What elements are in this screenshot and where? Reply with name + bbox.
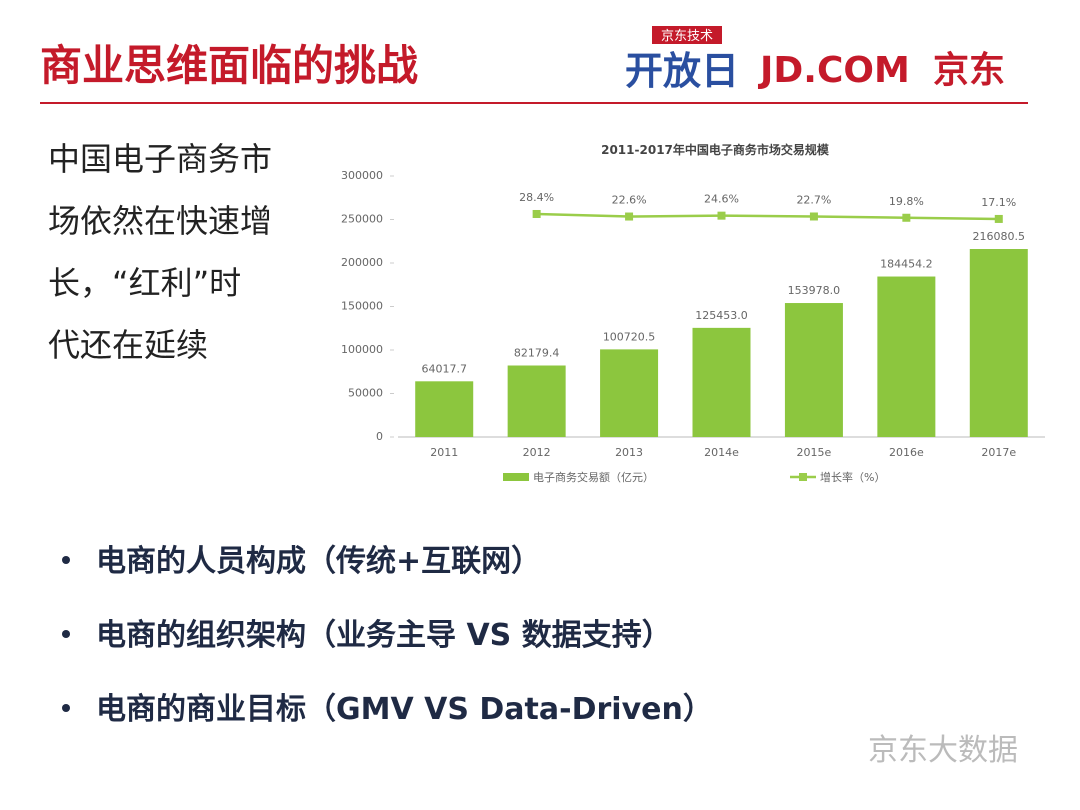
line-marker <box>625 212 634 221</box>
line-marker <box>717 211 726 220</box>
legend-label: 增长率（%） <box>820 470 885 484</box>
bullet-text: 电商的人员构成（传统+互联网） <box>96 544 541 579</box>
logo-event: 开放日 <box>625 49 739 93</box>
logo-brand: JD.COM <box>757 50 910 91</box>
side-line: 场依然在快速增 <box>48 202 272 240</box>
x-tick-label: 2013 <box>615 446 643 459</box>
bullet-dot <box>62 630 70 638</box>
x-tick-label: 2012 <box>523 446 551 459</box>
line <box>536 212 999 221</box>
y-tick-label: 50000 <box>348 387 383 400</box>
bullet-text: 电商的组织架构（业务主导 VS 数据支持） <box>96 618 672 653</box>
bar-label: 216080.5 <box>973 230 1026 243</box>
line-marker <box>532 209 541 218</box>
bar <box>507 365 566 437</box>
legend-marker <box>799 473 807 481</box>
y-tick-label: 150000 <box>341 300 383 313</box>
line-marker <box>994 214 1003 223</box>
bar <box>784 303 843 437</box>
x-tick-label: 2017e <box>981 446 1016 459</box>
bar <box>415 381 474 437</box>
title-rule <box>40 102 1028 104</box>
slide-title: 商业思维面临的挑战 <box>40 41 418 90</box>
bar <box>877 276 936 437</box>
bullet-dot <box>62 704 70 712</box>
bar-label: 125453.0 <box>695 309 748 322</box>
bar-label: 64017.7 <box>421 362 467 375</box>
y-tick-label: 300000 <box>341 169 383 182</box>
line-marker <box>902 213 911 222</box>
bar <box>969 249 1028 437</box>
bar-label: 184454.2 <box>880 258 933 271</box>
line-label: 28.4% <box>519 191 554 204</box>
bar <box>692 327 751 437</box>
side-line: 长，“红利”时 <box>48 264 241 302</box>
logo-brand-cn: 京东 <box>933 49 1005 91</box>
logo-badge-bg <box>652 26 722 44</box>
bar-label: 153978.0 <box>788 284 841 297</box>
line-marker <box>809 212 818 221</box>
bar-label: 100720.5 <box>603 330 656 343</box>
bullet-dot <box>62 556 70 564</box>
y-tick-label: 250000 <box>341 213 383 226</box>
bar-label: 82179.4 <box>514 347 560 360</box>
y-tick-label: 0 <box>376 430 383 443</box>
side-line: 中国电子商务市 <box>48 140 272 178</box>
bullets: 电商的人员构成（传统+互联网） 电商的组织架构（业务主导 VS 数据支持） 电商的商… <box>62 544 713 727</box>
legend-label: 电子商务交易额（亿元） <box>533 470 654 484</box>
line-label: 22.7% <box>796 193 831 206</box>
line-label: 19.8% <box>889 195 924 208</box>
chart-title: 2011-2017年中国电子商务市场交易规模 <box>601 142 830 157</box>
line-label: 24.6% <box>704 193 739 206</box>
y-tick-label: 200000 <box>341 256 383 269</box>
y-tick-label: 100000 <box>341 343 383 356</box>
bar <box>600 349 659 437</box>
line-label: 22.6% <box>612 194 647 207</box>
legend-swatch <box>503 473 529 481</box>
side-line: 代还在延续 <box>48 326 208 364</box>
x-tick-label: 2011 <box>430 446 458 459</box>
line-label: 17.1% <box>981 196 1016 209</box>
x-tick-label: 2015e <box>797 446 832 459</box>
bullet-text: 电商的商业目标（GMV VS Data-Driven） <box>96 692 713 727</box>
x-tick-label: 2014e <box>704 446 739 459</box>
logo-badge: 京东技术 <box>661 29 713 44</box>
x-tick-label: 2016e <box>889 446 924 459</box>
watermark: 京东大数据 <box>868 733 1018 768</box>
